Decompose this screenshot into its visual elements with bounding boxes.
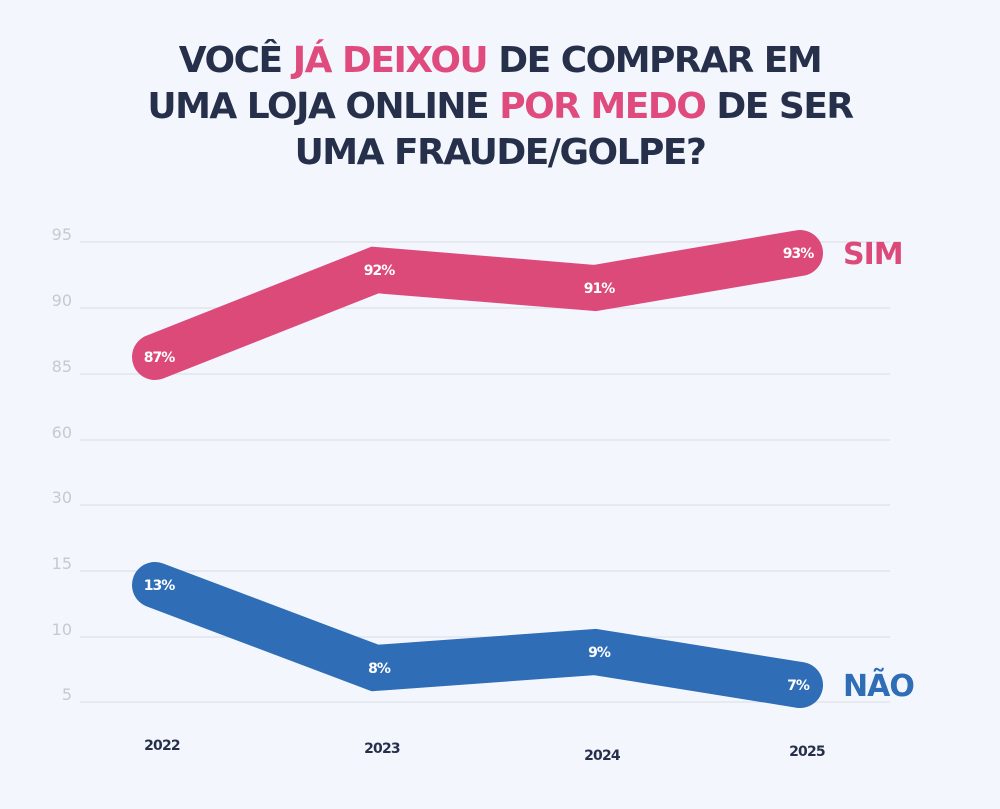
x-tick-label: 2024	[584, 748, 621, 764]
series-line-sim	[132, 230, 823, 380]
y-tick-label: 60	[52, 423, 72, 442]
title-line-1: VOCÊ JÁ DEIXOU DE COMPRAR EM	[0, 38, 1000, 84]
series-label-sim: SIM	[843, 237, 903, 272]
series-lines	[132, 230, 823, 708]
series-legend-labels: SIM NÃO	[843, 237, 915, 704]
x-tick-label: 2023	[364, 741, 400, 757]
y-tick-label: 95	[52, 225, 72, 244]
y-tick-label: 85	[52, 357, 72, 376]
series-line-nao	[132, 562, 823, 708]
y-tick-label: 5	[62, 685, 72, 704]
chart-title: VOCÊ JÁ DEIXOU DE COMPRAR EM UMA LOJA ON…	[0, 38, 1000, 176]
series-label-nao: NÃO	[843, 667, 914, 704]
data-point-label: 9%	[588, 645, 611, 661]
x-tick-label: 2022	[144, 738, 180, 754]
title-text: VOCÊ	[178, 40, 293, 81]
x-tick-label: 2025	[789, 744, 825, 760]
data-point-label: 91%	[584, 281, 615, 297]
title-highlight: POR MEDO	[499, 86, 707, 127]
y-tick-label: 30	[52, 488, 72, 507]
title-highlight: JÁ DEIXOU	[292, 40, 489, 81]
data-point-label: 87%	[144, 350, 175, 366]
title-text: DE SER	[705, 86, 854, 127]
data-point-label: 7%	[787, 678, 810, 694]
y-tick-label: 15	[52, 554, 72, 573]
y-tick-label: 10	[52, 620, 72, 639]
gridlines	[80, 241, 890, 703]
title-text: UMA LOJA ONLINE	[147, 86, 500, 127]
data-point-label: 8%	[368, 661, 391, 677]
x-axis-ticks: 2022 2023 2024 2025	[144, 738, 826, 764]
title-line-3: UMA FRAUDE/GOLPE?	[0, 130, 1000, 176]
title-text: DE COMPRAR EM	[487, 40, 823, 81]
data-point-label: 93%	[783, 246, 814, 262]
data-point-label: 92%	[364, 263, 395, 279]
point-labels: 87% 92% 91% 93% 13% 8% 9% 7%	[144, 246, 815, 694]
title-text: UMA FRAUDE/GOLPE?	[294, 132, 707, 173]
title-line-2: UMA LOJA ONLINE POR MEDO DE SER	[0, 84, 1000, 130]
data-point-label: 13%	[144, 578, 175, 594]
y-tick-label: 90	[52, 291, 72, 310]
y-axis-ticks: 95 90 85 60 30 15 10 5	[52, 225, 72, 704]
